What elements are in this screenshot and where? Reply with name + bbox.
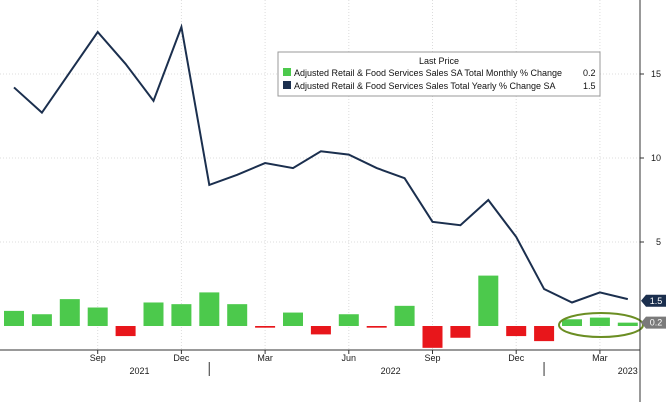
last-value-tag-bg	[641, 294, 666, 307]
legend-box	[277, 51, 601, 97]
legend-label-monthly: Adjusted Retail & Food Services Sales SA…	[294, 68, 562, 78]
last-value-tag-label: 1.5	[650, 296, 663, 306]
monthly-change-bar	[199, 292, 220, 326]
last-value-tag-label: 0.2	[650, 318, 663, 328]
monthly-change-bar	[115, 326, 136, 337]
monthly-change-bar	[394, 305, 415, 326]
last-value-tags: 1.5 0.2	[641, 294, 666, 329]
monthly-change-bar	[227, 304, 248, 326]
x-tick-label: Sep	[90, 353, 106, 363]
monthly-change-bar	[143, 302, 164, 326]
monthly-change-bar	[534, 326, 555, 342]
y-axis-ticks: 5 10 15	[640, 69, 661, 247]
yearly-change-line	[13, 23, 629, 304]
monthly-change-bar	[422, 326, 443, 348]
legend-label-yearly: Adjusted Retail & Food Services Sales To…	[294, 81, 555, 91]
monthly-change-bar	[562, 319, 582, 326]
legend-value-monthly: 0.2	[583, 68, 596, 78]
monthly-change-bar	[366, 326, 387, 328]
monthly-change-bar	[478, 275, 499, 326]
y-tick-label: 5	[656, 237, 661, 247]
monthly-change-bar	[87, 307, 108, 326]
legend-value-yearly: 1.5	[583, 81, 596, 91]
monthly-change-bar	[617, 322, 638, 326]
x-tick-label: Dec	[508, 353, 525, 363]
x-tick-label: Sep	[424, 353, 440, 363]
y-tick-label: 15	[651, 69, 661, 79]
monthly-change-bar	[338, 314, 359, 326]
last-value-tag-bg	[641, 316, 666, 329]
monthly-change-bar	[171, 304, 192, 326]
x-year-label: 2023	[618, 366, 638, 376]
x-tick-label: Mar	[592, 353, 608, 363]
legend: Last Price Adjusted Retail & Food Servic…	[277, 51, 601, 97]
x-year-label: 2021	[130, 366, 150, 376]
x-tick-label: Dec	[173, 353, 190, 363]
monthly-change-bar	[283, 312, 303, 326]
legend-swatch-yearly	[283, 81, 291, 89]
monthly-change-bar	[589, 317, 610, 326]
monthly-change-bar	[310, 326, 331, 335]
monthly-change-bar	[450, 326, 471, 338]
monthly-change-bar	[255, 326, 276, 328]
monthly-change-bars	[4, 275, 638, 348]
x-tick-label: Mar	[257, 353, 273, 363]
x-axis-ticks: SepDecMarJunSepDecMarJun202120222023	[90, 350, 638, 376]
x-tick-label: Jun	[342, 353, 357, 363]
monthly-change-bar	[506, 326, 527, 337]
monthly-change-bar	[4, 310, 24, 326]
monthly-change-bar	[59, 299, 80, 326]
y-tick-label: 10	[651, 153, 661, 163]
legend-title: Last Price	[419, 56, 459, 66]
legend-swatch-monthly	[283, 68, 291, 76]
x-year-label: 2022	[381, 366, 401, 376]
monthly-change-bar	[31, 314, 52, 326]
